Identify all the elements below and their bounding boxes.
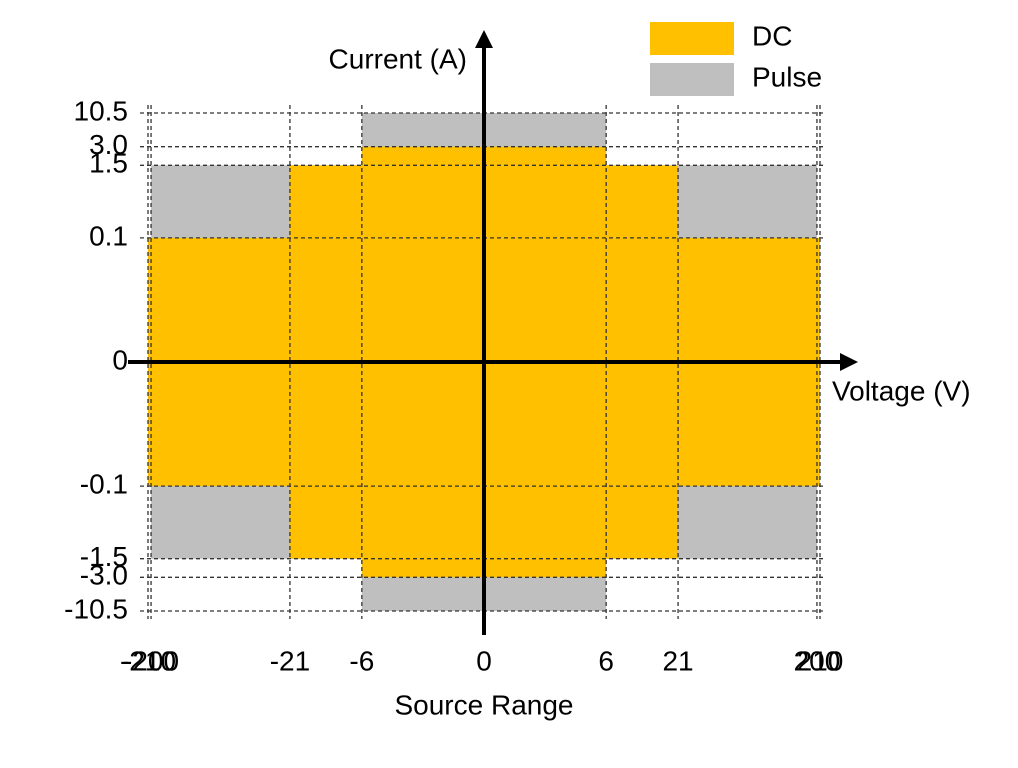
y-tick-label: -1.5 [80,541,128,572]
legend-swatch [650,63,734,96]
legend: DC Pulse [650,20,822,96]
x-tick-label: 6 [598,645,614,676]
x-tick-label: 200 [794,645,841,676]
y-tick-label: 0.1 [89,220,128,251]
x-tick-label: -210 [120,645,176,676]
x-axis-arrow [840,353,858,371]
y-tick-label: -3.0 [80,560,128,591]
axes [128,30,858,635]
y-tick-label: -10.5 [64,593,128,624]
x-tick-label: -6 [349,645,374,676]
y-tick-label: 1.5 [89,148,128,179]
x-tick-label: -21 [270,645,310,676]
y-tick-label: 3.0 [89,129,128,160]
x-tick-label: 0 [476,645,492,676]
y-axis-label: Current (A) [329,43,467,74]
x-tick-label: -200 [123,645,179,676]
x-axis-label: Voltage (V) [832,375,971,406]
y-tick-label: 10.5 [74,95,129,126]
x-tick-label: 210 [797,645,844,676]
legend-label: DC [752,20,792,51]
legend-label: Pulse [752,61,822,92]
x-axis-title: Source Range [394,689,573,720]
y-tick-label: 0 [112,344,128,375]
legend-swatch [650,22,734,55]
x-tick-label: 21 [662,645,693,676]
y-axis-arrow [475,30,493,48]
y-tick-label: -0.1 [80,469,128,500]
